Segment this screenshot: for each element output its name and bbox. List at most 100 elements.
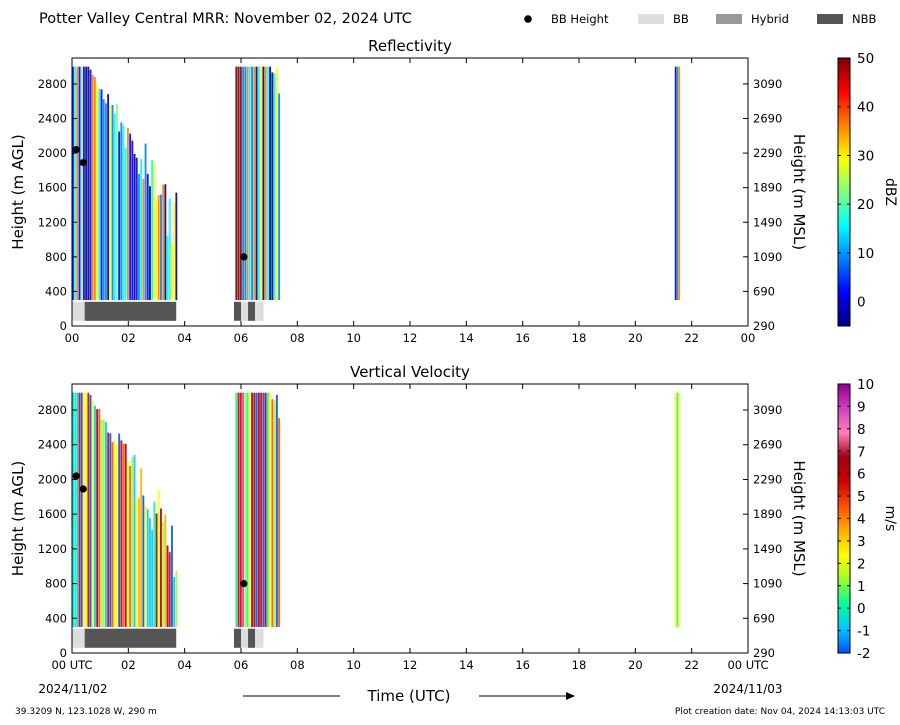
x-tick-label: 14 [459,331,474,345]
precip-streak [127,127,129,301]
precip-streak [275,67,278,301]
y-tick-label: 2000 [38,472,67,486]
y-right-tick-label: 1490 [753,215,782,229]
precip-streak [124,147,127,301]
colorbar-tick-label: 0 [857,295,866,311]
y-tick-label: 2400 [38,112,67,126]
precip-streak [135,498,138,627]
precip-streak [144,506,147,627]
colorbar-tick-label: -2 [857,646,870,662]
precip-streak [124,443,127,627]
precip-streak [78,392,81,627]
y-right-tick-label: 2290 [753,146,782,160]
colorbar-tick-label: 10 [857,246,874,262]
precip-streak [674,66,677,301]
y-axis-label: Height (m AGL) [9,461,27,576]
precip-streak [257,392,260,627]
figure-title: Potter Valley Central MRR: November 02, … [39,11,412,27]
precip-streak [127,461,129,627]
xlabel-arrow-head-icon [566,692,575,700]
precip-streak [109,433,112,627]
precip-streak [264,392,267,627]
precip-streak [102,419,105,627]
precip-streak [94,77,96,301]
y-right-tick-label: 2690 [753,112,782,126]
precip-streak [142,178,145,301]
bb-type-segment-bb [255,628,264,648]
precip-streak [244,392,247,627]
y-axis-label: Height (m AGL) [9,134,27,249]
x-tick-label: 20 [628,331,643,345]
precip-streak [122,444,125,627]
x-tick-label: 14 [459,658,474,672]
bb-height-marker [240,579,248,588]
precip-streak [91,74,94,301]
colorbar-tick-label: 10 [857,377,874,393]
precip-streak [175,192,178,301]
bb-type-segment-nbb [84,628,177,648]
x-tick-label: 08 [290,658,305,672]
bb-type-segment-nbb [84,301,177,321]
bb-type-segment-bb [72,301,85,321]
precip-streak [164,184,167,301]
colorbar-tick-label: 40 [857,100,874,116]
precip-streak [107,94,110,301]
x-tick-label: 18 [572,331,587,345]
precip-streak [153,501,156,627]
precip-streak [116,443,118,627]
bb-type-segment-nbb [233,628,241,648]
precip-streak [105,103,107,301]
precip-streak [80,66,83,301]
panel-title: Reflectivity [368,37,452,55]
precip-streak [155,513,158,627]
precip-streak [135,157,138,301]
colorbar-tick-label: 0 [857,601,866,617]
precip-streak [122,125,125,301]
y-right-tick-label: 1490 [753,542,782,556]
precip-streak [72,392,74,627]
y-right-tick-label: 1090 [753,250,782,264]
y-axis-label-right: Height (m MSL) [790,460,808,576]
precip-streak [140,468,143,627]
precip-streak [162,521,165,627]
x-tick-label: 22 [684,331,699,345]
precip-streak [266,392,269,627]
y-right-tick-label: 2290 [753,472,782,486]
colorbar-tick-label: 3 [857,534,866,550]
legend-nbb-swatch [817,14,843,24]
precip-streak [74,66,77,301]
precip-streak [78,66,81,301]
precip-streak [278,93,281,301]
creation-date-label: Plot creation date: Nov 04, 2024 14:13:0… [675,707,885,717]
precip-streak [113,113,116,301]
colorbar-tick-label: 9 [857,399,866,415]
precip-streak [262,66,265,301]
precip-streak [269,66,272,301]
y-tick-label: 1200 [38,215,67,229]
precip-streak [266,66,269,301]
y-right-tick-label: 1090 [753,577,782,591]
precip-streak [257,66,260,301]
precip-streak [149,518,151,627]
precip-field [72,66,681,301]
x-tick-label: 00 UTC [51,658,92,672]
y-right-tick-label: 1890 [753,181,782,195]
y-right-tick-label: 2690 [753,438,782,452]
precip-streak [129,466,132,627]
y-tick-label: 2000 [38,146,67,160]
x-tick-label: 02 [121,331,136,345]
precip-streak [168,198,171,301]
precip-streak [262,392,265,627]
y-right-tick-label: 290 [753,319,775,333]
y-tick-label: 2400 [38,438,67,452]
precip-streak [94,405,96,627]
bb-type-segment-bb [241,301,249,321]
bb-height-marker [240,253,248,261]
precip-streak [96,84,99,301]
bb-type-segment-nbb [233,301,241,321]
x-tick-label: 12 [403,658,418,672]
precip-streak [173,201,176,301]
x-tick-label: 20 [628,658,643,672]
y-tick-label: 1600 [38,507,67,521]
